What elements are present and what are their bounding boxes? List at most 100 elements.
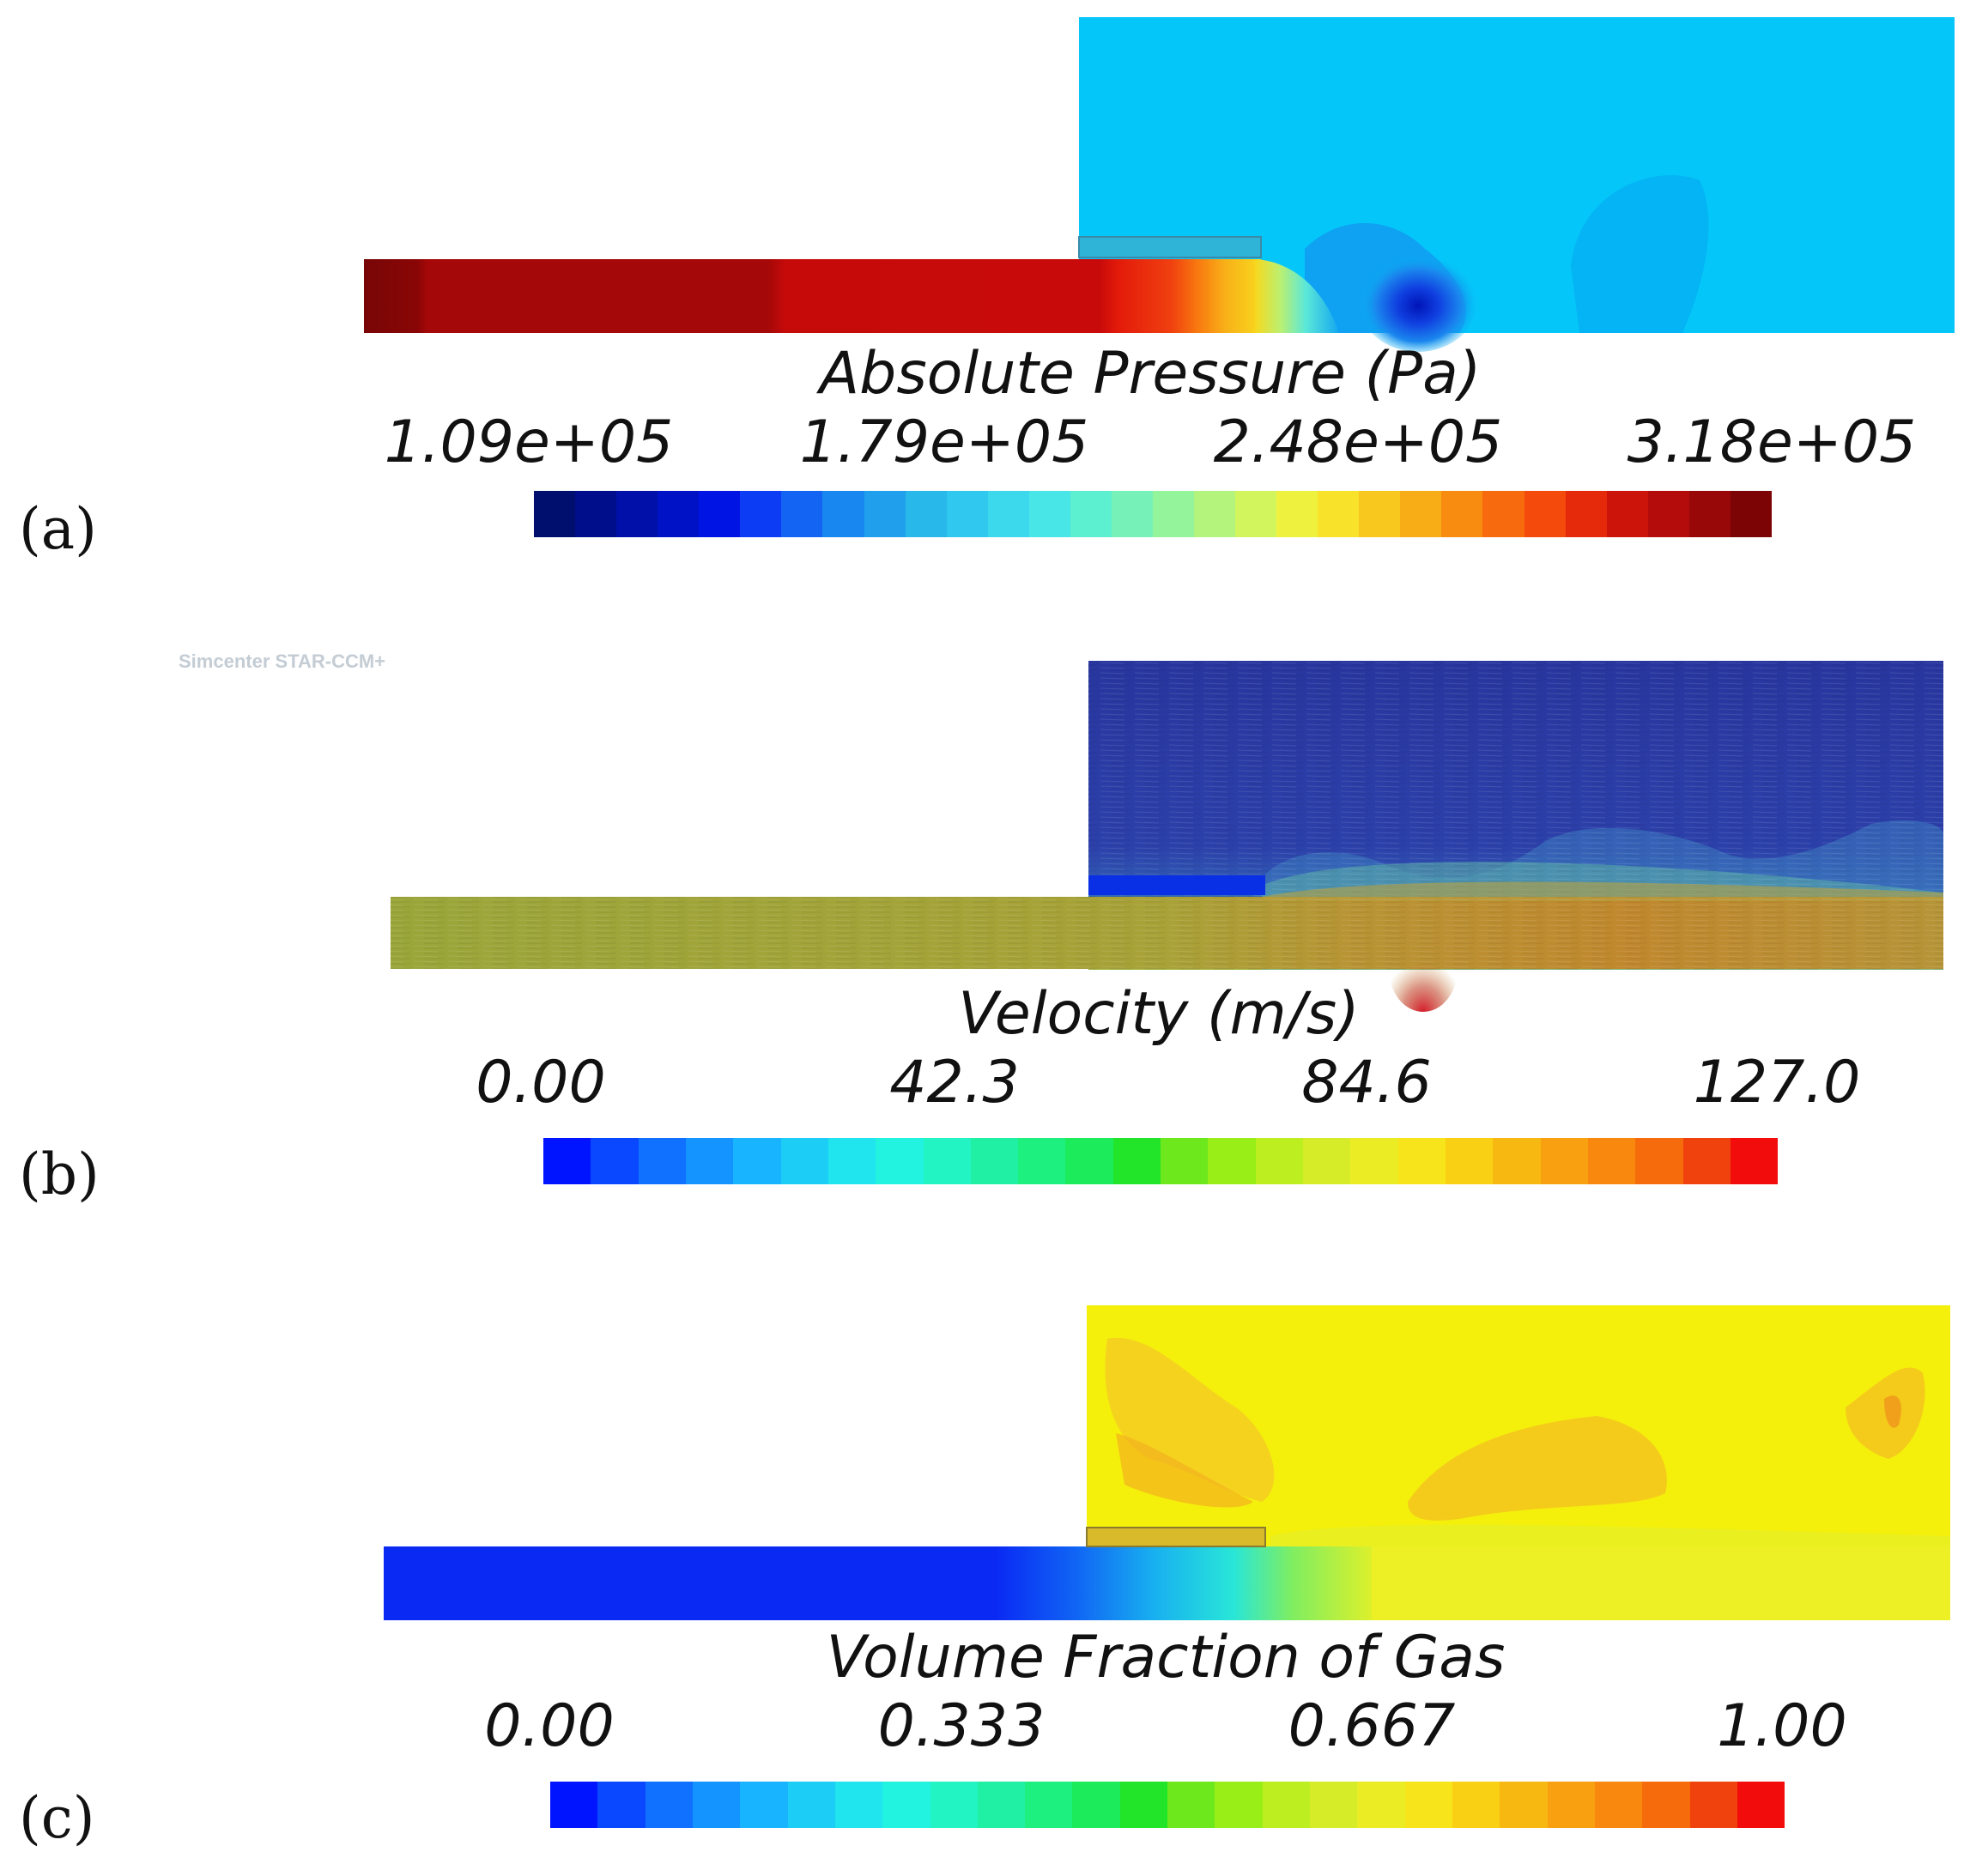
colorbar-segment [1400,491,1442,537]
colorbar-segment [834,1782,883,1828]
colorbar-segment [645,1782,693,1828]
colorbar-segment [822,491,864,537]
gas-tick-3: 0.667 [1288,1692,1456,1760]
colorbar-segment [923,1138,971,1184]
colorbar-segment [1397,1138,1446,1184]
colorbar-segment [1262,1782,1310,1828]
colorbar-segment [1635,1138,1683,1184]
colorbar-segment [597,1782,646,1828]
velocity-plate [1088,875,1265,895]
colorbar-segment [733,1138,781,1184]
colorbar-segment [780,1138,828,1184]
gas-fraction-panel: Volume Fraction of Gas 0.00 0.333 0.667 … [0,1279,1976,1876]
velocity-colorbar [543,1138,1779,1184]
panel-label-c: (c) [19,1785,95,1851]
colorbar-segment [692,1782,741,1828]
pressure-colorbar-title: Absolute Pressure (Pa) [819,340,1482,408]
colorbar-segment [685,1138,734,1184]
colorbar-segment [1730,491,1772,537]
colorbar-segment [575,491,617,537]
panel-label-b: (b) [19,1141,100,1207]
pressure-panel: Absolute Pressure (Pa) 1.09e+05 1.79e+05… [0,0,1976,618]
colorbar-segment [1547,1782,1595,1828]
colorbar-segment [1235,491,1277,537]
colorbar-segment [905,491,947,537]
colorbar-segment [740,1782,788,1828]
colorbar-segment [1445,1138,1494,1184]
colorbar-segment [1025,1782,1073,1828]
velocity-tick-max: 127.0 [1693,1049,1861,1117]
pressure-tick-3: 2.48e+05 [1213,408,1503,476]
gas-tick-min: 0.00 [484,1692,615,1760]
velocity-tick-min: 0.00 [476,1049,606,1117]
colorbar-segment [1161,1138,1209,1184]
colorbar-segment [658,491,700,537]
colorbar-segment [1119,1782,1168,1828]
pressure-tick-min: 1.09e+05 [384,408,674,476]
colorbar-segment [1065,1138,1113,1184]
colorbar-segment [1493,1138,1541,1184]
velocity-contour-plot [391,661,1943,1012]
colorbar-segment [534,491,576,537]
colorbar-segment [1730,1138,1779,1184]
colorbar-segment [1737,1782,1785,1828]
gas-colorbar [550,1782,1785,1828]
colorbar-segment [591,1138,639,1184]
software-watermark: Simcenter STAR-CCM+ [179,651,386,672]
colorbar-segment [1303,1138,1351,1184]
colorbar-segment [930,1782,978,1828]
colorbar-segment [699,491,741,537]
pressure-inlet-channel [364,259,1261,333]
gas-tick-2: 0.333 [877,1692,1046,1760]
colorbar-segment [1359,491,1401,537]
pressure-plate [1078,236,1262,258]
colorbar-segment [977,1782,1026,1828]
colorbar-segment [1072,1782,1120,1828]
colorbar-segment [1594,1782,1643,1828]
colorbar-segment [876,1138,924,1184]
colorbar-segment [740,491,782,537]
colorbar-segment [1350,1138,1398,1184]
colorbar-segment [1167,1782,1215,1828]
colorbar-segment [1152,491,1194,537]
colorbar-segment [616,491,658,537]
gas-tick-max: 1.00 [1717,1692,1847,1760]
pressure-tick-max: 3.18e+05 [1627,408,1917,476]
colorbar-segment [1606,491,1648,537]
colorbar-segment [543,1138,591,1184]
colorbar-segment [1276,491,1318,537]
colorbar-segment [1587,1138,1636,1184]
colorbar-segment [1441,491,1483,537]
colorbar-segment [1524,491,1566,537]
gas-fraction-contour-plot [384,1305,1950,1620]
pressure-tick-2: 1.79e+05 [799,408,1089,476]
colorbar-segment [1018,1138,1066,1184]
colorbar-segment [1482,491,1524,537]
gas-liquid-jet [384,1546,1372,1620]
colorbar-segment [1255,1138,1303,1184]
colorbar-segment [781,491,823,537]
colorbar-segment [1070,491,1112,537]
colorbar-segment [1565,491,1607,537]
colorbar-segment [1028,491,1070,537]
velocity-panel: Simcenter STAR-CCM+ [0,635,1976,1253]
colorbar-segment [1500,1782,1548,1828]
panel-label-a: (a) [19,496,97,562]
colorbar-segment [1452,1782,1500,1828]
colorbar-segment [1112,1138,1161,1184]
pressure-low-vortex [1358,249,1478,352]
colorbar-segment [638,1138,686,1184]
colorbar-segment [946,491,988,537]
velocity-colorbar-title: Velocity (m/s) [958,980,1360,1048]
colorbar-segment [1194,491,1236,537]
pressure-contour-plot [364,17,1955,352]
colorbar-segment [1689,1782,1737,1828]
colorbar-segment [882,1782,930,1828]
colorbar-segment [970,1138,1019,1184]
colorbar-segment [1688,491,1731,537]
velocity-tick-3: 84.6 [1301,1049,1432,1117]
colorbar-segment [1111,491,1153,537]
colorbar-segment [827,1138,876,1184]
colorbar-segment [987,491,1029,537]
pressure-colorbar [534,491,1772,537]
